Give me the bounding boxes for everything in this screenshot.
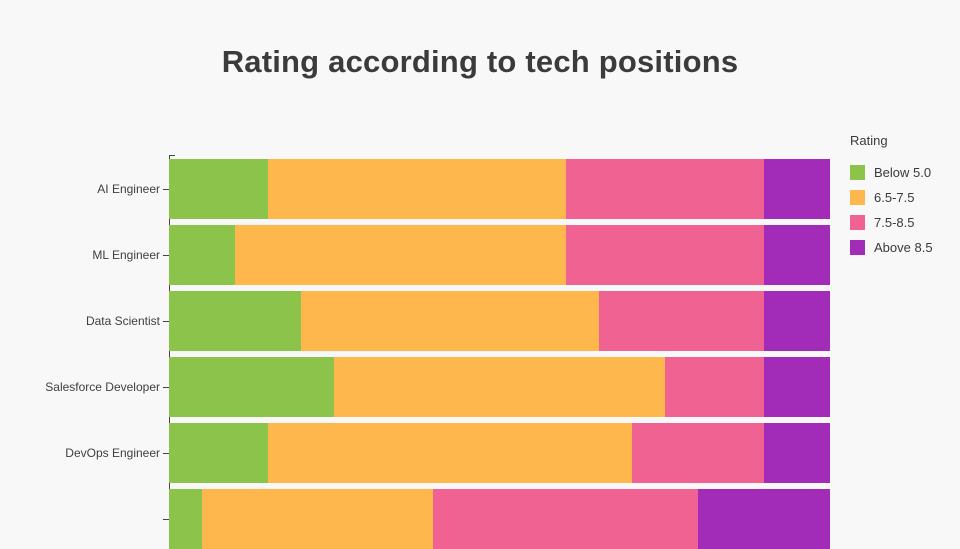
bar-row	[0, 489, 960, 549]
bar-row: ML Engineer	[0, 225, 960, 285]
bar-segment[interactable]	[301, 291, 599, 351]
bar-segment[interactable]	[235, 225, 566, 285]
y-axis-label: ML Engineer	[92, 248, 160, 262]
bar-segment[interactable]	[268, 159, 566, 219]
bar-segment[interactable]	[763, 423, 830, 483]
legend-item[interactable]: 6.5-7.5	[850, 190, 933, 205]
bar-segment[interactable]	[763, 225, 830, 285]
bar-segment[interactable]	[169, 423, 269, 483]
legend: Rating Below 5.0 6.5-7.5 7.5-8.5 Above 8…	[850, 133, 933, 265]
bar-segment[interactable]	[598, 291, 764, 351]
legend-item-label: 7.5-8.5	[874, 215, 915, 230]
bar-segment[interactable]	[763, 159, 830, 219]
bar-segment[interactable]	[763, 291, 830, 351]
bar	[169, 423, 830, 483]
legend-item-label: Below 5.0	[874, 165, 932, 180]
bar-segment[interactable]	[169, 159, 269, 219]
bar	[169, 159, 830, 219]
legend-item-label: 6.5-7.5	[874, 190, 915, 205]
bar-row: Data Scientist	[0, 291, 960, 351]
legend-item[interactable]: Below 5.0	[850, 165, 933, 180]
bar-segment[interactable]	[565, 159, 764, 219]
bar-segment[interactable]	[565, 225, 764, 285]
bar	[169, 291, 830, 351]
bar	[169, 489, 830, 549]
bar-segment[interactable]	[433, 489, 698, 549]
bar-segment[interactable]	[664, 357, 764, 417]
bar-row: AI Engineer	[0, 159, 960, 219]
y-axis-label: Salesforce Developer	[45, 380, 160, 394]
y-axis-label: DevOps Engineer	[65, 446, 160, 460]
legend-item-label: Above 8.5	[874, 240, 933, 255]
y-axis-tick	[163, 189, 170, 190]
bar	[169, 225, 830, 285]
y-axis-tick	[163, 387, 170, 388]
bar-segment[interactable]	[334, 357, 665, 417]
bar-segment[interactable]	[169, 291, 302, 351]
legend-swatch-icon	[850, 190, 865, 205]
bar	[169, 357, 830, 417]
plot-area: AI Engineer ML Engineer Data Scientist S…	[0, 155, 960, 549]
bar-segment[interactable]	[202, 489, 434, 549]
y-axis-tick	[163, 453, 170, 454]
legend-swatch-icon	[850, 240, 865, 255]
bar-segment[interactable]	[169, 357, 335, 417]
legend-items: Below 5.0 6.5-7.5 7.5-8.5 Above 8.5	[850, 165, 933, 255]
bar-segment[interactable]	[268, 423, 632, 483]
y-axis-tick	[163, 321, 170, 322]
legend-swatch-icon	[850, 165, 865, 180]
legend-swatch-icon	[850, 215, 865, 230]
bar-segment[interactable]	[697, 489, 830, 549]
y-axis-top-cap	[169, 155, 175, 156]
y-axis-tick	[163, 255, 170, 256]
bar-segment[interactable]	[631, 423, 764, 483]
bar-row: DevOps Engineer	[0, 423, 960, 483]
chart-title: Rating according to tech positions	[221, 44, 739, 79]
legend-item[interactable]: Above 8.5	[850, 240, 933, 255]
legend-title: Rating	[850, 133, 888, 148]
bar-segment[interactable]	[763, 357, 830, 417]
bar-segment[interactable]	[169, 489, 203, 549]
legend-item[interactable]: 7.5-8.5	[850, 215, 933, 230]
bar-row: Salesforce Developer	[0, 357, 960, 417]
y-axis-label: Data Scientist	[85, 314, 160, 328]
bar-segment[interactable]	[169, 225, 236, 285]
y-axis-label: AI Engineer	[97, 182, 160, 196]
